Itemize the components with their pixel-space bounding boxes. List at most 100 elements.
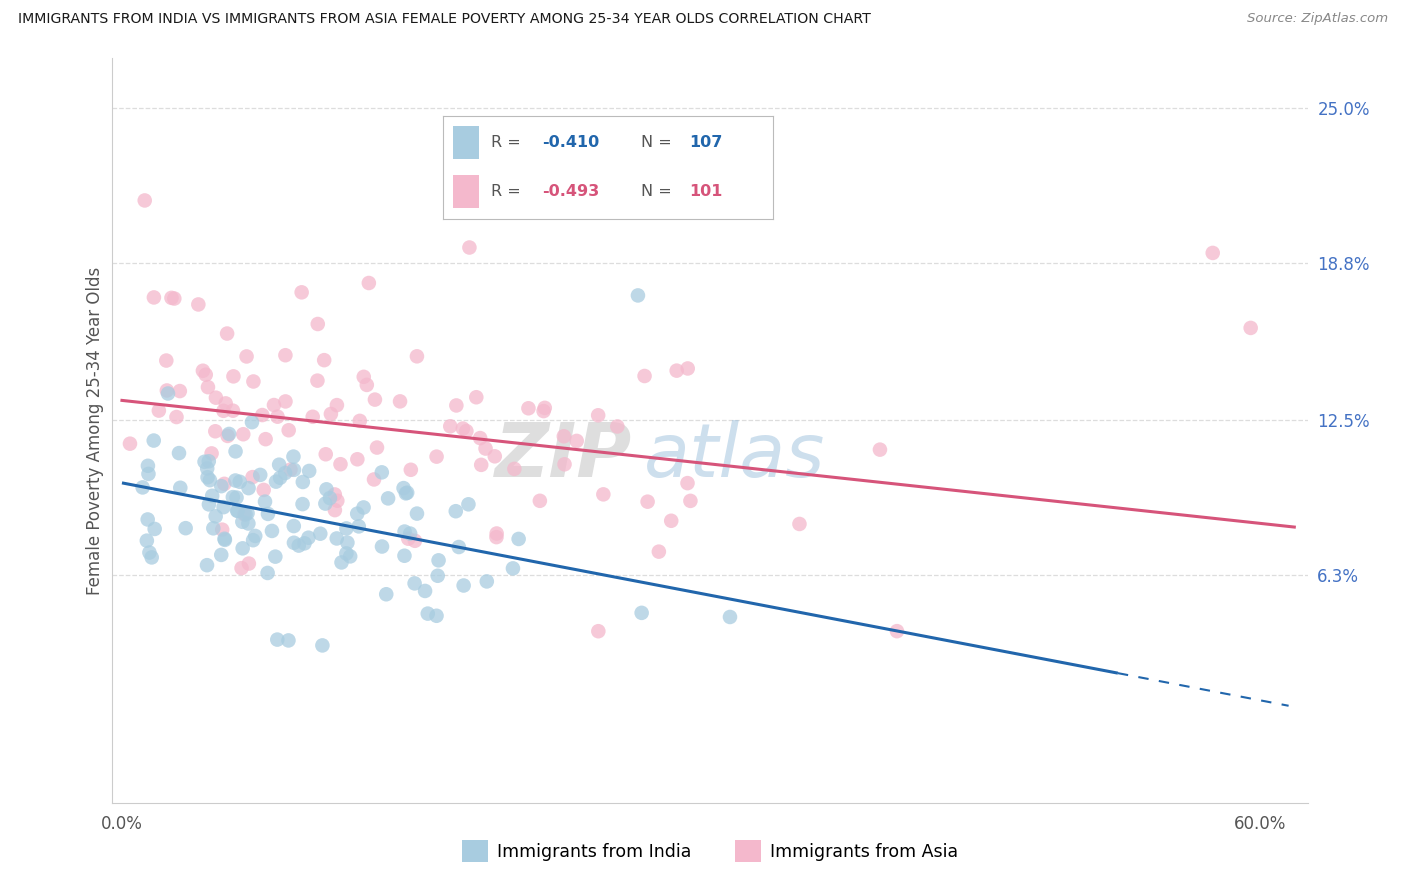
Point — [226, 504, 249, 518]
Point — [323, 487, 346, 501]
Point — [869, 442, 891, 457]
Point — [311, 639, 333, 653]
Point — [346, 452, 368, 467]
Point — [266, 409, 288, 424]
Point — [447, 540, 470, 554]
Point — [392, 481, 415, 495]
Point — [283, 519, 305, 533]
Point — [425, 608, 447, 623]
Text: -0.410: -0.410 — [543, 135, 599, 150]
Bar — [453, 126, 479, 159]
Point — [235, 508, 257, 522]
Point — [335, 521, 357, 535]
Point — [245, 529, 267, 543]
Point — [1202, 246, 1225, 260]
Text: ZIP: ZIP — [495, 420, 633, 493]
Point — [212, 500, 235, 515]
Point — [194, 368, 217, 382]
Point — [136, 458, 159, 473]
Point — [336, 535, 359, 549]
Point — [789, 516, 811, 531]
Point — [396, 532, 419, 546]
Point — [240, 415, 263, 429]
Point — [277, 423, 299, 437]
Point — [204, 424, 226, 438]
Point — [217, 326, 239, 341]
Point — [517, 401, 540, 416]
Point — [242, 470, 264, 484]
Point — [335, 546, 357, 560]
Point — [484, 450, 506, 464]
Point — [252, 408, 274, 422]
Point — [347, 519, 370, 533]
Point — [160, 291, 183, 305]
Point — [198, 497, 221, 511]
Point — [426, 450, 449, 464]
Point — [224, 474, 246, 488]
Text: N =: N = — [641, 135, 672, 150]
Point — [135, 533, 157, 548]
Point — [214, 532, 236, 546]
Point — [426, 568, 449, 582]
Point — [357, 276, 380, 290]
Point — [886, 624, 908, 639]
Point — [274, 394, 297, 409]
Point — [1240, 321, 1263, 335]
Point — [291, 285, 314, 300]
Point — [627, 288, 650, 302]
Point — [134, 194, 156, 208]
Point — [399, 463, 422, 477]
Point — [406, 507, 429, 521]
Text: -0.493: -0.493 — [543, 185, 599, 200]
Point — [508, 532, 530, 546]
Point — [465, 390, 488, 404]
Point — [225, 491, 247, 505]
Point — [301, 409, 323, 424]
Point — [141, 550, 163, 565]
Point — [314, 497, 336, 511]
Point — [229, 475, 252, 489]
Point — [260, 524, 283, 538]
Point — [166, 410, 188, 425]
Point — [394, 524, 416, 539]
Point — [446, 399, 468, 413]
Point — [637, 494, 659, 508]
Point — [444, 504, 467, 518]
Point — [395, 486, 418, 500]
Point — [307, 317, 329, 331]
Point — [326, 398, 349, 412]
Point — [218, 426, 240, 441]
Text: 101: 101 — [689, 185, 723, 200]
Text: atlas: atlas — [644, 420, 825, 492]
Point — [427, 553, 450, 567]
Point — [458, 240, 481, 254]
Text: 107: 107 — [689, 135, 723, 150]
Point — [353, 369, 375, 384]
Point — [353, 500, 375, 515]
Point — [274, 348, 297, 362]
Point — [319, 491, 342, 505]
Point — [565, 434, 588, 448]
Point — [533, 404, 555, 418]
Point — [136, 512, 159, 526]
Point — [131, 480, 153, 494]
Point — [399, 526, 422, 541]
Point — [485, 526, 508, 541]
Point — [371, 540, 394, 554]
Point — [659, 514, 682, 528]
Point — [396, 485, 419, 500]
Point — [214, 533, 236, 547]
Point — [187, 297, 209, 311]
Point — [315, 483, 337, 497]
Point — [648, 544, 671, 558]
Point — [174, 521, 197, 535]
Point — [339, 549, 361, 564]
Point — [197, 470, 219, 484]
Point — [323, 503, 346, 517]
Point — [315, 447, 337, 461]
Point — [253, 494, 276, 508]
Legend: Immigrants from India, Immigrants from Asia: Immigrants from India, Immigrants from A… — [456, 833, 965, 869]
Point — [349, 414, 371, 428]
Point — [468, 431, 491, 445]
Point — [297, 531, 319, 545]
